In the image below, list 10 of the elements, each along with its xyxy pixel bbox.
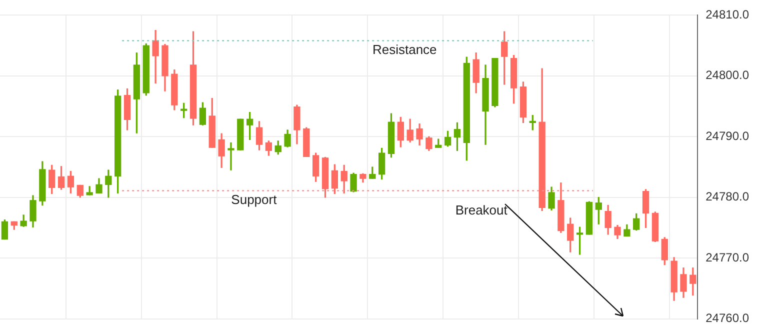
y-tick-label: 24810.0: [706, 8, 750, 22]
y-tick-label: 24800.0: [706, 68, 750, 82]
annotation: Breakout: [455, 202, 508, 218]
ref-line-label: Resistance: [372, 42, 437, 57]
y-tick-label: 24790.0: [706, 128, 750, 143]
y-tick-label: 24770.0: [706, 250, 750, 264]
y-tick-label: 24760.0: [706, 311, 750, 326]
y-tick-label: 24780.0: [706, 190, 750, 204]
candlestick: [228, 142, 234, 170]
ref-line-label: Support: [231, 192, 278, 207]
